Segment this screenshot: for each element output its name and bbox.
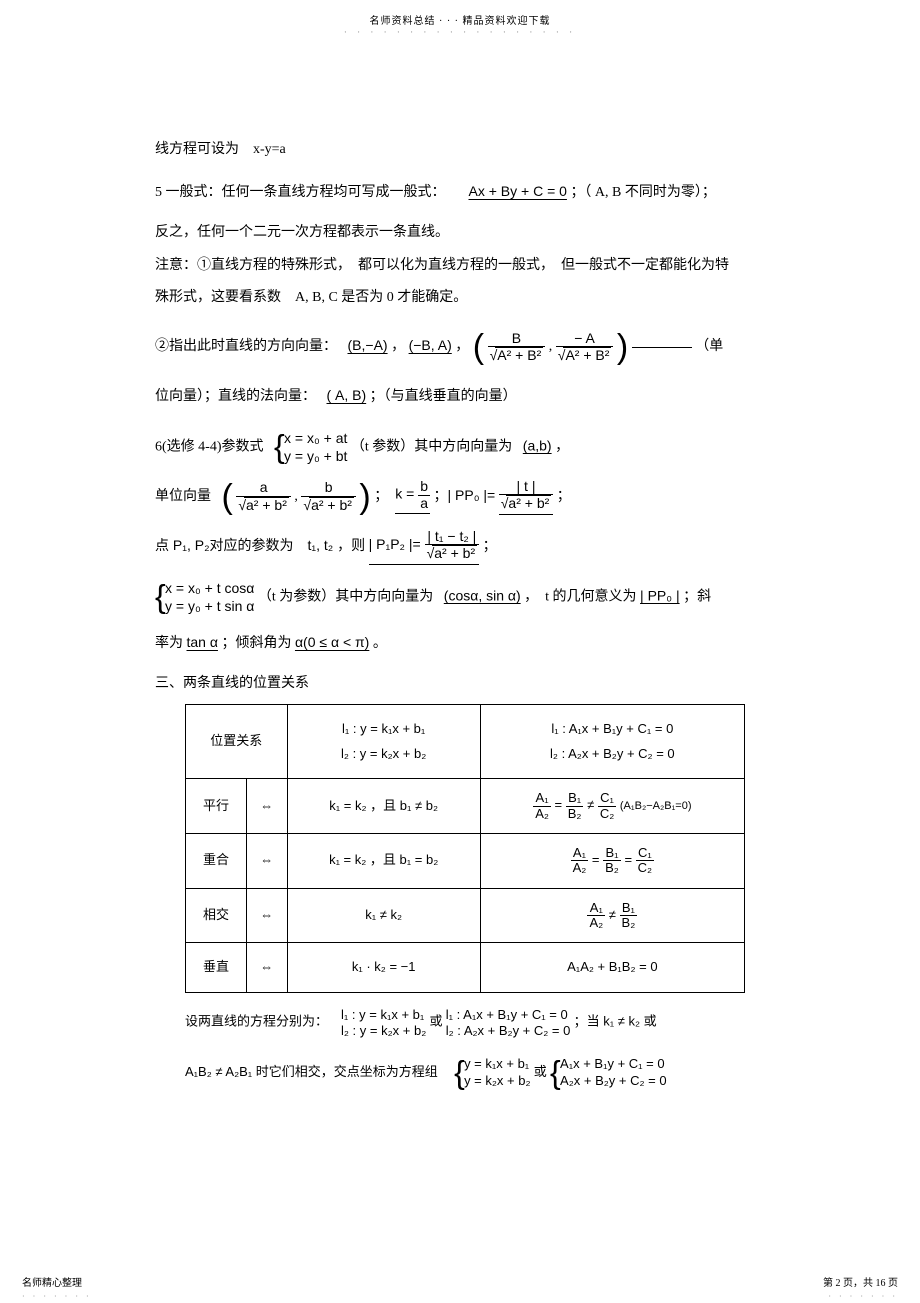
text: ；斜 [683, 589, 711, 604]
text: 设两直线的方程分别为： [185, 1013, 328, 1028]
footer-left: 名师精心整理 [22, 1274, 82, 1289]
cell-general: A₁A₂ = B₁B₂ ≠ C₁C₂ (A₁B₂−A₂B₁=0) [480, 779, 744, 834]
para-unit-vector: 单位向量 ( a √a² + b² , b √a² + b² ) ； k = b… [155, 479, 765, 515]
vector: (−B, A) [409, 337, 452, 353]
para-p1p2: 点 P₁, P₂对应的参数为 t₁, t₂ ，则 | P₁P₂ |= | t₁ … [155, 529, 765, 565]
footer-right: 第 2 页，共 16 页 [823, 1274, 898, 1289]
cell-iff: ⇔ [246, 888, 287, 943]
sys-row: x = x₀ + at [284, 429, 347, 447]
cell-pos: 相交 [186, 888, 247, 943]
k-formula: k = b a [395, 479, 430, 514]
th-general-form: l₁ : A₁x + B₁y + C₁ = 0 l₂ : A₂x + B₂y +… [480, 705, 744, 779]
text: ； [483, 539, 497, 554]
para-two-lines: 设两直线的方程分别为： l₁ : y = k₁x + b₁ l₂ : y = k… [185, 1007, 765, 1038]
cell-general: A₁A₂ ≠ B₁B₂ [480, 888, 744, 943]
text: ②指出此时直线的方向向量： [155, 339, 337, 354]
vector: (cosα, sin α) [444, 587, 521, 603]
cell-iff: ⇔ [246, 943, 287, 993]
table-row: 垂直 ⇔ k₁ · k₂ = −1 A₁A₂ + B₁B₂ = 0 [186, 943, 745, 993]
cell-general: A₁A₂ + B₁B₂ = 0 [480, 943, 744, 993]
para-slope-angle: 率为 tan α ；倾斜角为 α(0 ≤ α < π) 。 [155, 629, 765, 658]
text: ；| PP₀ |= [434, 487, 496, 503]
vector: (B,−A) [348, 337, 388, 353]
vector: (a,b) [523, 437, 552, 453]
para-direction-vector: ②指出此时直线的方向向量： (B,−A) ， (−B, A) ， ( B √A²… [155, 330, 765, 364]
text: 5 一般式：任何一条直线方程均可写成一般式： [155, 185, 446, 200]
cell-slope: k₁ · k₂ = −1 [287, 943, 480, 993]
vector: ( A, B) [327, 387, 367, 403]
para-normal-vector: 位向量）；直线的法向量： ( A, B) ；（与直线垂直的向量） [155, 382, 765, 411]
page-header-title: 名师资料总结 · · · 精品资料欢迎下载 [0, 0, 920, 27]
th-position: 位置关系 [186, 705, 288, 779]
text: 6(选修 4-4)参数式 [155, 439, 264, 454]
para-line: 线方程可设为 x-y=a [155, 137, 765, 164]
text: ， [555, 439, 569, 454]
text: 率为 [155, 636, 183, 651]
para-trig-param: x = x₀ + t cosα y = y₀ + t sin α （t 为参数）… [155, 579, 765, 615]
table-row: 重合 ⇔ k₁ = k₂ ，且 b₁ = b₂ A₁A₂ = B₁B₂ = C₁… [186, 834, 745, 889]
text-or: 或 [534, 1064, 547, 1079]
footer-dots: · · · · · · · [828, 1292, 898, 1301]
para: 反之，任何一个二元一次方程都表示一条直线。 [155, 220, 765, 247]
text: 。 [373, 636, 387, 651]
table-row: 相交 ⇔ k₁ ≠ k₂ A₁A₂ ≠ B₁B₂ [186, 888, 745, 943]
text: ；倾斜角为 [221, 636, 291, 651]
formula-general: Ax + By + C = 0 [469, 183, 567, 199]
sys-row: y = y₀ + bt [284, 447, 347, 465]
numerator: − A [556, 331, 614, 346]
cell-general: A₁A₂ = B₁B₂ = C₁C₂ [480, 834, 744, 889]
para-parametric: 6(选修 4-4)参数式 x = x₀ + at y = y₀ + bt （t … [155, 429, 765, 465]
text: ；（ A, B 不同时为零）； [570, 185, 715, 200]
cell-iff: ⇔ [246, 834, 287, 889]
text: A₁B₂ ≠ A₂B₁ 时它们相交，交点坐标为方程组 [185, 1064, 438, 1079]
position-relation-table: 位置关系 l₁ : y = k₁x + b₁ l₂ : y = k₂x + b₂… [185, 704, 745, 993]
text: （t 参数）其中方向向量为 [351, 439, 512, 454]
para-general-form: 5 一般式：任何一条直线方程均可写成一般式： Ax + By + C = 0 ；… [155, 178, 765, 207]
para-intersection: A₁B₂ ≠ A₂B₁ 时它们相交，交点坐标为方程组 y = k₁x + b₁ … [185, 1056, 765, 1090]
text: ；（与直线垂直的向量） [370, 389, 517, 404]
text: 单位向量 [155, 489, 211, 504]
para: 殊形式，这要看系数 A, B, C 是否为 0 才能确定。 [155, 285, 765, 312]
tan: tan α [187, 634, 218, 650]
text: ； [557, 489, 571, 504]
text: ， t 的几何意义为 [524, 589, 636, 604]
th-slope-form: l₁ : y = k₁x + b₁ l₂ : y = k₂x + b₂ [287, 705, 480, 779]
text: （单 [695, 339, 723, 354]
footer-dots: · · · · · · · [22, 1292, 92, 1301]
page-header-dots: · · · · · · · · · · · · · · · · · · [0, 27, 920, 37]
denominator: √A² + B² [488, 347, 546, 363]
length: | PP₀ | [640, 587, 680, 603]
text: 位向量）；直线的法向量： [155, 389, 316, 404]
text: （t 为参数）其中方向向量为 [258, 589, 433, 604]
section-title: 三、两条直线的位置关系 [155, 671, 765, 698]
cell-slope: k₁ = k₂ ，且 b₁ = b₂ [287, 834, 480, 889]
alpha-range: α(0 ≤ α < π) [295, 634, 369, 650]
document-body: 线方程可设为 x-y=a 5 一般式：任何一条直线方程均可写成一般式： Ax +… [0, 37, 920, 1090]
cell-iff: ⇔ [246, 779, 287, 834]
text: 点 P₁, P₂对应的参数为 t₁, t₂ ，则 [155, 537, 365, 553]
numerator: B [488, 331, 546, 346]
cell-pos: 平行 [186, 779, 247, 834]
para: 注意：①直线方程的特殊形式， 都可以化为直线方程的一般式， 但一般式不一定都能化… [155, 253, 765, 280]
table-row: 平行 ⇔ k₁ = k₂ ，且 b₁ ≠ b₂ A₁A₂ = B₁B₂ ≠ C₁… [186, 779, 745, 834]
denominator: √A² + B² [556, 347, 614, 363]
cell-pos: 垂直 [186, 943, 247, 993]
text: ；当 k₁ ≠ k₂ 或 [574, 1013, 657, 1028]
cell-slope: k₁ = k₂ ，且 b₁ ≠ b₂ [287, 779, 480, 834]
text-or: 或 [430, 1013, 443, 1028]
cell-pos: 重合 [186, 834, 247, 889]
table-header-row: 位置关系 l₁ : y = k₁x + b₁ l₂ : y = k₂x + b₂… [186, 705, 745, 779]
cell-slope: k₁ ≠ k₂ [287, 888, 480, 943]
